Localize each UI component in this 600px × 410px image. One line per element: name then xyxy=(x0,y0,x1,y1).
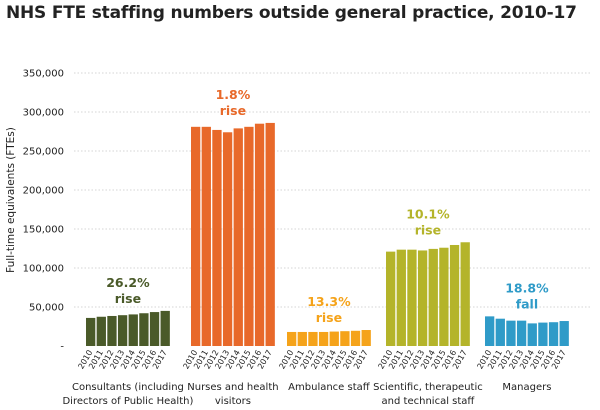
category-label: Ambulance staff xyxy=(288,382,371,393)
category-label: Consultants (including xyxy=(72,382,184,393)
bar xyxy=(428,248,438,346)
bar xyxy=(128,314,138,346)
bar xyxy=(538,322,548,346)
bar xyxy=(212,129,222,346)
y-axis-title: Full-time equivalents (FTEs) xyxy=(5,127,17,273)
category-label: Nurses and health xyxy=(187,382,278,393)
category-label: Managers xyxy=(502,382,551,393)
y-axis: - 50,000 100,000 150,000 200,000 250,000 300,0… xyxy=(23,69,65,353)
bars xyxy=(86,122,569,346)
change-annotation: rise xyxy=(115,291,141,306)
y-tick-label: 250,000 xyxy=(23,147,64,158)
change-annotation: 13.3% xyxy=(307,294,351,309)
bar xyxy=(308,331,318,346)
bar xyxy=(516,320,527,346)
bar xyxy=(107,315,117,346)
bar xyxy=(222,132,233,346)
bar xyxy=(449,244,460,346)
bar xyxy=(527,323,537,346)
bar xyxy=(407,249,417,346)
bar xyxy=(287,331,297,346)
bar xyxy=(233,128,243,346)
change-annotation: rise xyxy=(220,103,246,118)
bar xyxy=(117,315,128,346)
bar xyxy=(191,126,201,346)
change-annotation: 18.8% xyxy=(505,280,549,295)
bar xyxy=(417,250,428,346)
chart-title: NHS FTE staffing numbers outside general… xyxy=(6,3,577,23)
bar xyxy=(495,318,505,346)
bar xyxy=(86,317,96,346)
bar xyxy=(201,126,211,346)
change-annotation: 1.8% xyxy=(216,87,251,102)
change-annotation: 26.2% xyxy=(106,275,150,290)
change-annotation: fall xyxy=(516,296,538,311)
category-label: Directors of Public Health) xyxy=(62,396,193,407)
bar xyxy=(559,321,569,346)
change-annotation: 10.1% xyxy=(406,206,450,221)
category-label: visitors xyxy=(215,396,251,407)
change-annotation: rise xyxy=(415,222,441,237)
bar xyxy=(506,320,516,346)
bar xyxy=(160,310,170,346)
bar xyxy=(340,331,350,346)
y-tick-label: 150,000 xyxy=(23,225,64,236)
bar xyxy=(361,330,371,346)
y-tick-label: 300,000 xyxy=(23,108,64,119)
y-tick-label: 100,000 xyxy=(23,264,64,275)
bar xyxy=(396,249,406,346)
category-label: Scientific, therapeutic xyxy=(373,382,483,393)
y-tick-label: 350,000 xyxy=(23,69,64,80)
bar xyxy=(265,122,275,346)
bar xyxy=(460,242,470,346)
bar xyxy=(318,331,329,346)
bar xyxy=(485,316,495,346)
y-tick-label: 200,000 xyxy=(23,186,64,197)
category-label: and technical staff xyxy=(382,396,476,407)
bar xyxy=(244,126,254,346)
bar xyxy=(350,330,361,346)
bar xyxy=(139,313,149,346)
bar xyxy=(149,312,160,346)
gridlines xyxy=(74,72,590,308)
bar xyxy=(548,322,559,346)
category-labels: Consultants (including Directors of Publi… xyxy=(62,382,551,407)
change-annotation: rise xyxy=(316,310,342,325)
bar xyxy=(386,251,396,346)
y-tick-label: 50,000 xyxy=(29,303,64,314)
y-tick-label: - xyxy=(60,342,64,353)
annotations: 26.2%rise1.8%rise13.3%rise10.1%rise18.8%… xyxy=(106,87,549,325)
bar xyxy=(329,331,339,346)
bar xyxy=(96,316,106,346)
bar xyxy=(297,331,307,346)
bar xyxy=(254,123,265,346)
bar xyxy=(439,247,449,346)
